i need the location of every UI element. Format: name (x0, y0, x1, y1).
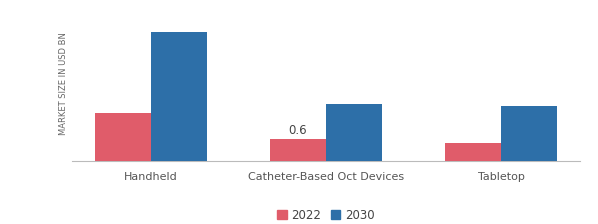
Bar (270, 139, 326, 161)
Legend: 2022, 2030: 2022, 2030 (273, 204, 379, 224)
Text: 0.6: 0.6 (289, 124, 307, 137)
Bar (151, 32, 207, 161)
Y-axis label: MARKET SIZE IN USD BN: MARKET SIZE IN USD BN (59, 32, 68, 136)
Bar (445, 143, 501, 161)
Bar (95, 113, 151, 161)
Bar (501, 106, 557, 161)
Bar (326, 104, 382, 161)
